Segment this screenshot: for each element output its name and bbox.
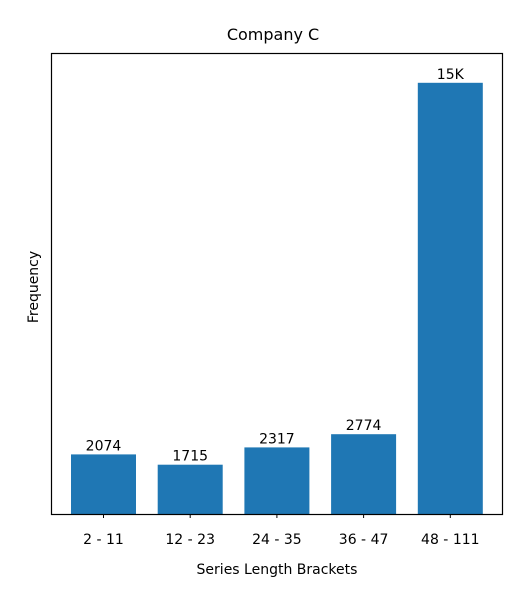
bars-layer [71, 82, 483, 515]
bar-3 [244, 447, 310, 514]
x-tick-label: 2 - 11 [83, 532, 124, 548]
x-tick-label: 24 - 35 [252, 532, 302, 548]
data-labels-layer: 2074 1715 2317 2774 15K [86, 67, 465, 465]
x-axis-label: Series Length Brackets [197, 562, 358, 578]
bar-2 [157, 464, 223, 514]
chart-title: Company C [227, 25, 319, 44]
bar-1 [71, 454, 136, 514]
y-axis-label: Frequency [26, 251, 42, 323]
bar-value-label: 2317 [259, 431, 295, 447]
x-tick-label: 12 - 23 [165, 532, 215, 548]
bar-value-label: 1715 [172, 449, 208, 465]
x-tick-label: 36 - 47 [339, 532, 389, 548]
bar-5 [417, 82, 483, 515]
x-ticks-layer: 2 - 11 12 - 23 24 - 35 36 - 47 48 - 111 [83, 514, 480, 548]
bar-4 [331, 434, 397, 514]
plot-area-frame [50, 52, 504, 516]
bar-value-label: 2774 [346, 418, 382, 434]
bar-value-label: 15K [437, 67, 465, 83]
bar-value-label: 2074 [86, 438, 122, 454]
x-tick-label: 48 - 111 [421, 532, 480, 548]
